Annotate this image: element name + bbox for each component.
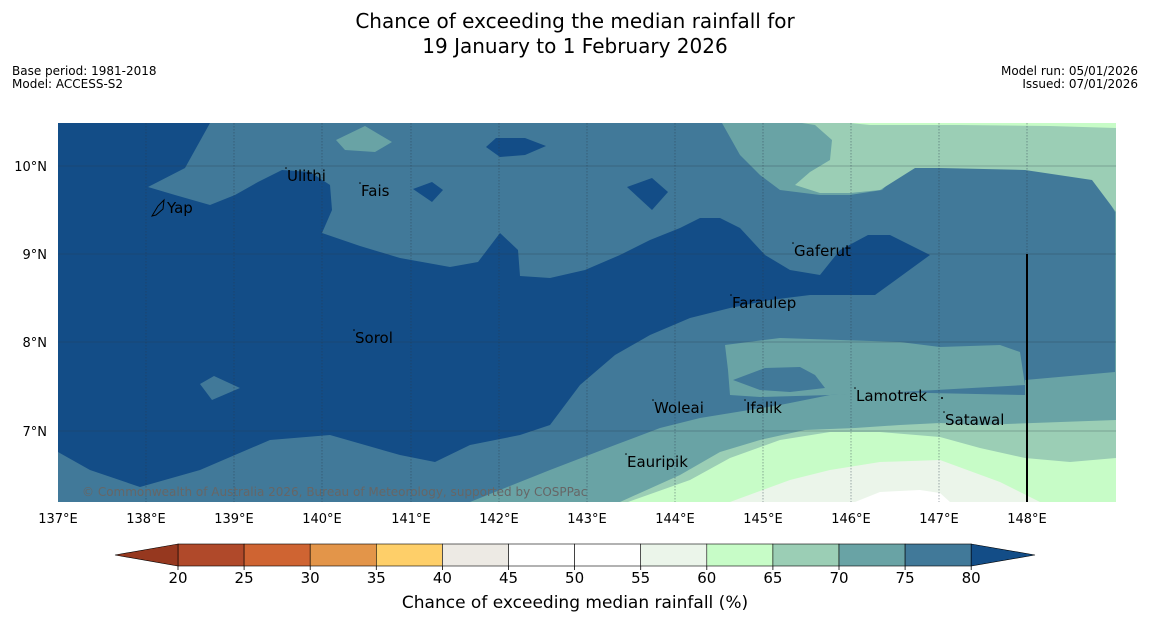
colorbar-tick-label: 20 bbox=[168, 569, 187, 587]
contour-island-5 bbox=[627, 178, 668, 210]
colorbar-title: Chance of exceeding median rainfall (%) bbox=[401, 593, 749, 613]
copyright-text: © Commonwealth of Australia 2026, Bureau… bbox=[82, 485, 588, 499]
colorbar-tick-label: 65 bbox=[763, 569, 782, 587]
place-dot bbox=[941, 397, 943, 399]
colorbar-tick-label: 50 bbox=[565, 569, 584, 587]
latitude-labels: 10°N 9°N 8°N 7°N bbox=[14, 160, 47, 440]
place-dot bbox=[285, 167, 287, 169]
contour-island-4 bbox=[486, 138, 546, 157]
colorbar: 20 25 30 35 40 45 50 55 60 65 70 75 80 bbox=[114, 543, 1036, 587]
place-label-ifalik: Ifalik bbox=[746, 399, 782, 417]
place-label-gaferut: Gaferut bbox=[794, 242, 851, 260]
lon-label: 139°E bbox=[214, 512, 254, 527]
colorbar-tick-label: 25 bbox=[235, 569, 254, 587]
title-line-2: 19 January to 1 February 2026 bbox=[422, 34, 728, 58]
issued-date: Issued: 07/01/2026 bbox=[1022, 77, 1138, 91]
colorbar-segment-0 bbox=[177, 543, 245, 567]
place-label-ulithi: Ulithi bbox=[287, 167, 326, 185]
place-label-fais: Fais bbox=[361, 182, 390, 200]
lon-label: 148°E bbox=[1007, 512, 1047, 527]
place-dot bbox=[943, 411, 945, 413]
lat-label: 7°N bbox=[23, 425, 48, 440]
yap-island bbox=[150, 198, 165, 217]
model-name: Model: ACCESS-S2 bbox=[12, 77, 124, 91]
base-period: Base period: 1981-2018 bbox=[12, 64, 157, 78]
colorbar-segment-3 bbox=[375, 543, 443, 567]
colorbar-segment-6 bbox=[574, 543, 641, 567]
colorbar-segment-1 bbox=[243, 543, 311, 567]
contour-island-6 bbox=[413, 182, 443, 202]
place-label-eauripik: Eauripik bbox=[627, 453, 688, 471]
place-labels: Yap Ulithi Fais Gaferut Faraulep Sorol Lamotre… bbox=[166, 167, 1004, 471]
place-dot bbox=[652, 399, 654, 401]
place-label-woleai: Woleai bbox=[654, 399, 704, 417]
colorbar-tick-label: 55 bbox=[631, 569, 650, 587]
place-dot bbox=[353, 329, 355, 331]
colorbar-under-arrow bbox=[114, 543, 179, 567]
colorbar-tick-label: 60 bbox=[697, 569, 716, 587]
meta-left: Base period: 1981-2018 Model: ACCESS-S2 bbox=[12, 65, 157, 91]
place-label-lamotrek: Lamotrek bbox=[856, 387, 927, 405]
place-dot bbox=[730, 294, 732, 296]
lon-label: 147°E bbox=[919, 512, 959, 527]
place-label-yap: Yap bbox=[166, 199, 193, 217]
contour-island-2 bbox=[733, 367, 825, 392]
lon-label: 145°E bbox=[743, 512, 783, 527]
colorbar-segment-11 bbox=[904, 543, 972, 567]
colorbar-tick-label: 75 bbox=[896, 569, 915, 587]
place-label-sorol: Sorol bbox=[355, 329, 393, 347]
place-dot bbox=[744, 399, 746, 401]
colorbar-tick-label: 40 bbox=[433, 569, 452, 587]
model-run: Model run: 05/01/2026 bbox=[1000, 64, 1138, 78]
colorbar-tick-label: 70 bbox=[829, 569, 848, 587]
lon-label: 141°E bbox=[391, 512, 431, 527]
contour-island-3 bbox=[336, 126, 392, 152]
contour-60-65 bbox=[628, 123, 1116, 502]
place-label-faraulep: Faraulep bbox=[732, 294, 796, 312]
contour-70-75 bbox=[470, 123, 1116, 502]
lon-label: 142°E bbox=[479, 512, 519, 527]
lon-label: 146°E bbox=[831, 512, 871, 527]
place-dot bbox=[359, 182, 361, 184]
place-dot bbox=[625, 453, 627, 455]
colorbar-tick-label: 30 bbox=[301, 569, 320, 587]
lon-label: 138°E bbox=[126, 512, 166, 527]
colorbar-segment-10 bbox=[838, 543, 906, 567]
colorbar-tick-label: 35 bbox=[367, 569, 386, 587]
place-dot bbox=[854, 387, 856, 389]
lat-label: 8°N bbox=[23, 336, 48, 351]
title-line-1: Chance of exceeding the median rainfall … bbox=[355, 9, 795, 33]
place-label-satawal: Satawal bbox=[945, 411, 1004, 429]
lat-label: 9°N bbox=[23, 248, 48, 263]
meta-right: Model run: 05/01/2026 Issued: 07/01/2026 bbox=[1001, 65, 1138, 91]
colorbar-tick-label: 80 bbox=[962, 569, 981, 587]
lon-label: 137°E bbox=[38, 512, 78, 527]
colorbar-segment-5 bbox=[508, 543, 575, 567]
colorbar-over-arrow bbox=[970, 543, 1036, 567]
colorbar-segment-9 bbox=[772, 543, 840, 567]
colorbar-segment-4 bbox=[442, 543, 509, 567]
colorbar-segment-8 bbox=[706, 543, 774, 567]
lon-label: 140°E bbox=[302, 512, 342, 527]
contour-island-7 bbox=[200, 376, 240, 400]
lat-label: 10°N bbox=[14, 160, 47, 175]
lon-label: 143°E bbox=[567, 512, 607, 527]
contour-50-55 bbox=[855, 490, 950, 502]
lon-label: 144°E bbox=[655, 512, 695, 527]
longitude-labels: 137°E 138°E 139°E 140°E 141°E 142°E 143°E 144°E… bbox=[38, 512, 1047, 527]
colorbar-tick-label: 45 bbox=[499, 569, 518, 587]
colorbar-segment-7 bbox=[640, 543, 708, 567]
contour-55-60 bbox=[730, 460, 1040, 502]
place-dot bbox=[792, 242, 794, 244]
colorbar-segment-2 bbox=[309, 543, 377, 567]
